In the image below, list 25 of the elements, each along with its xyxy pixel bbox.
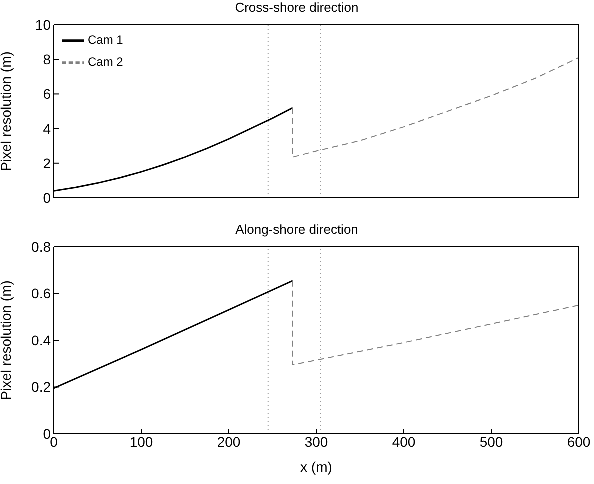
y-tick-label: 0 — [43, 190, 52, 206]
x-tick-label: 200 — [217, 434, 241, 450]
line-series — [292, 280, 579, 366]
chart-title: Cross-shore direction — [234, 0, 360, 17]
line-series — [292, 57, 579, 158]
x-tick-label: 500 — [480, 434, 504, 450]
y-tick-label: 6 — [43, 86, 52, 102]
y-tick-label: 10 — [35, 16, 52, 33]
y-tick-label: 0.2 — [32, 379, 52, 396]
x-tick-label: 600 — [567, 434, 591, 450]
y-tick-label: 2 — [43, 155, 52, 172]
y-axis-title: Pixel resolution (m) — [0, 280, 14, 400]
legend-label: Cam 2 — [88, 55, 124, 70]
y-tick-label: 0.6 — [32, 286, 52, 302]
y-axis-title: Pixel resolution (m) — [0, 52, 14, 172]
x-tick-label: 400 — [392, 434, 416, 450]
chart-title: Along-shore direction — [234, 222, 360, 239]
y-tick-label: 4 — [43, 120, 52, 137]
x-axis-title: x (m) — [300, 459, 332, 475]
x-tick-label: 100 — [130, 434, 154, 450]
y-tick-label: 0.8 — [32, 238, 52, 255]
legend-label: Cam 1 — [88, 33, 124, 48]
x-tick-label: 300 — [304, 434, 328, 450]
y-tick-label: 8 — [43, 52, 52, 68]
y-tick-label: 0.4 — [32, 332, 52, 348]
